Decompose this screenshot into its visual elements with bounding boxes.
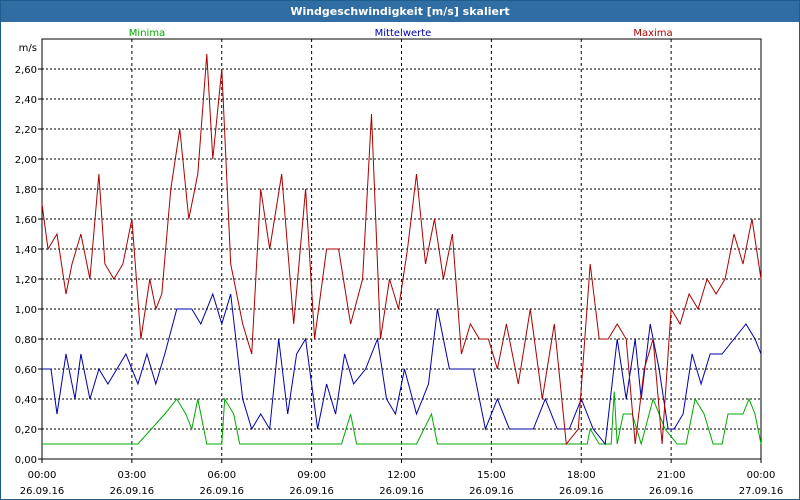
legend-minima: Minima bbox=[129, 28, 165, 39]
x-tick-date-label: 26.09.16 bbox=[20, 486, 65, 497]
y-tick-label: 1,80 bbox=[15, 185, 37, 196]
x-tick-date-label: 26.09.16 bbox=[379, 486, 424, 497]
y-tick-label: 0,80 bbox=[15, 335, 37, 346]
y-tick-label: 2,00 bbox=[15, 155, 37, 166]
series-line-maxima bbox=[41, 53, 762, 446]
y-tick-label: 1,00 bbox=[15, 305, 37, 316]
x-tick-date-label: 26.09.16 bbox=[199, 486, 244, 497]
series-line-minima bbox=[42, 391, 762, 446]
x-tick-time-label: 03:00 bbox=[117, 470, 146, 481]
x-tick-date-label: 26.09.16 bbox=[289, 486, 334, 497]
y-tick-label: 2,60 bbox=[15, 65, 37, 76]
y-tick-label: 1,20 bbox=[15, 275, 37, 286]
x-tick-time-label: 12:00 bbox=[387, 470, 416, 481]
wind-speed-chart: 0,00 0,20 0,40 0,60 0,80 1,00 1,20 1,40 1,60 1,80… bbox=[15, 28, 784, 497]
legend-mittelwerte: Mittelwerte bbox=[375, 28, 432, 39]
y-tick-label: 0,40 bbox=[15, 395, 37, 406]
x-tick-time-label: 00:00 bbox=[747, 470, 776, 481]
x-tick-date-label: 27.09.16 bbox=[739, 486, 784, 497]
x-tick-time-label: 06:00 bbox=[207, 470, 236, 481]
y-axis-label: m/s bbox=[19, 43, 37, 54]
legend-maxima: Maxima bbox=[633, 28, 672, 39]
x-tick-time-label: 18:00 bbox=[567, 470, 596, 481]
chart-title: Windgeschwindigkeit [m/s] skaliert bbox=[1, 1, 799, 22]
y-tick-label: 2,20 bbox=[15, 125, 37, 136]
x-tick-date-label: 26.09.16 bbox=[110, 486, 155, 497]
x-tick-date-label: 26.09.16 bbox=[559, 486, 604, 497]
series-line-mittelwerte bbox=[42, 292, 762, 446]
y-tick-label: 2,40 bbox=[15, 95, 37, 106]
x-tick-time-label: 15:00 bbox=[477, 470, 506, 481]
y-tick-label: 1,40 bbox=[15, 245, 37, 256]
y-tick-label: 0,00 bbox=[15, 455, 37, 466]
y-tick-label: 0,60 bbox=[15, 365, 37, 376]
x-tick-date-label: 26.09.16 bbox=[649, 486, 694, 497]
x-tick-time-label: 00:00 bbox=[28, 470, 57, 481]
x-tick-time-label: 21:00 bbox=[657, 470, 686, 481]
y-tick-label: 1,60 bbox=[15, 215, 37, 226]
x-tick-date-label: 26.09.16 bbox=[469, 486, 514, 497]
y-tick-label: 0,20 bbox=[15, 425, 37, 436]
x-tick-time-label: 09:00 bbox=[297, 470, 326, 481]
